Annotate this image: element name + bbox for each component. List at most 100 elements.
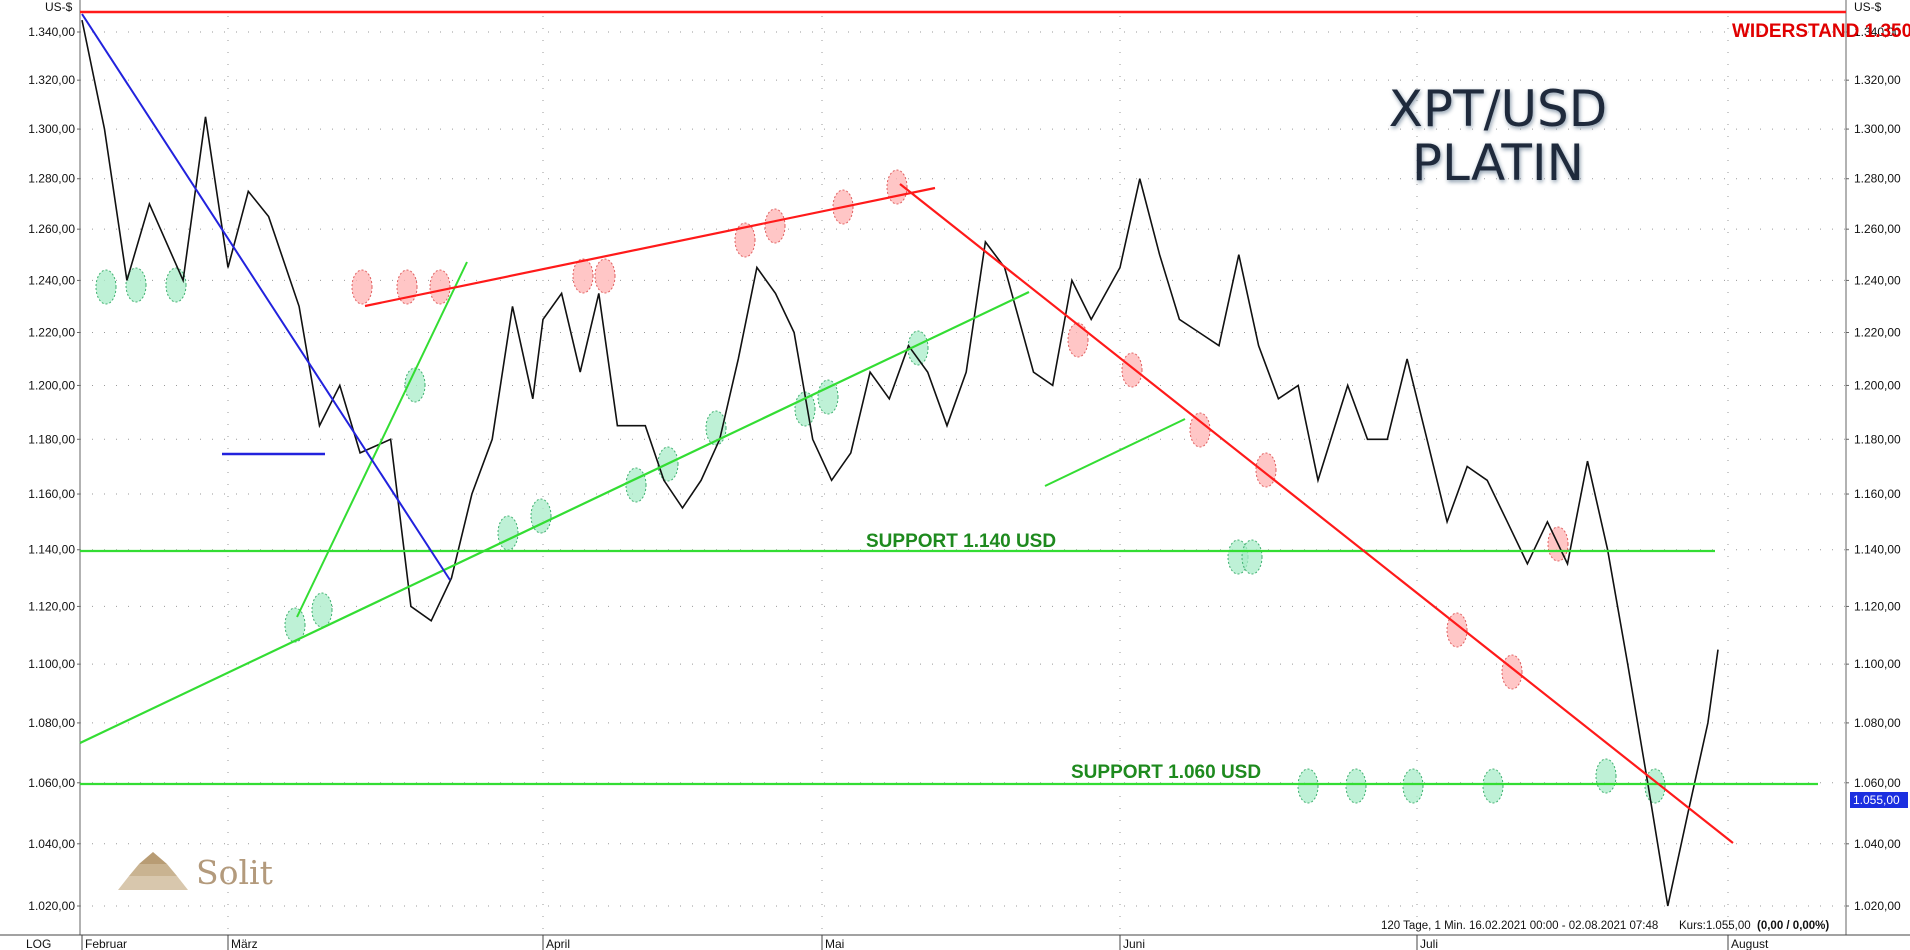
y-tick-label-right: 1.160,00: [1854, 487, 1901, 501]
short-uptrend-line: [1044, 418, 1186, 487]
y-tick-label-right: 1.340,00: [1854, 25, 1901, 39]
y-tick-label-left: 1.120,00: [28, 599, 75, 613]
last-price-badge: 1.055,00: [1850, 792, 1908, 808]
scale-label: LOG: [26, 937, 51, 950]
support-touch-marker: [1595, 758, 1617, 794]
trendlines: [79, 10, 1846, 844]
support-touch-marker: [1345, 768, 1367, 804]
y-tick-label-left: 1.140,00: [28, 543, 75, 557]
price-line: [81, 19, 1719, 907]
y-tick-label-left: 1.040,00: [28, 837, 75, 851]
resistance-touch-marker: [594, 258, 616, 294]
y-unit-left: US-$: [45, 0, 73, 14]
info-range: 120 Tage, 1 Min. 16.02.2021 00:00 - 02.0…: [1381, 920, 1658, 932]
y-tick-label-left: 1.240,00: [28, 273, 75, 287]
widerstand-label: WIDERSTAND 1.350 USD: [1732, 21, 1910, 42]
upper-channel-line: [364, 186, 936, 308]
support-touch-marker: [1402, 768, 1424, 804]
resistance-touch-marker: [429, 269, 451, 305]
y-tick-label-right: 1.220,00: [1854, 326, 1901, 340]
x-tick-label: Mai: [825, 937, 844, 950]
support-touch-marker: [1241, 539, 1263, 575]
y-tick-label-left: 1.320,00: [28, 73, 75, 87]
info-change: (0,00 / 0,00%): [1757, 920, 1829, 932]
x-tick-label: Juni: [1123, 937, 1145, 950]
y-tick-label-right: 1.020,00: [1854, 899, 1901, 913]
logo-text: Solit: [196, 853, 273, 892]
x-axis-ticks: Februar März April Mai Juni Juli August: [81, 935, 1769, 950]
x-tick-label: März: [231, 937, 258, 950]
y-unit-right: US-$: [1854, 0, 1882, 14]
steep-uptrend-line: [296, 261, 468, 618]
y-tick-label-right: 1.260,00: [1854, 222, 1901, 236]
info-line: 120 Tage, 1 Min. 16.02.2021 00:00 - 02.0…: [1381, 920, 1829, 932]
x-tick-label: April: [546, 937, 570, 950]
y-tick-label-right: 1.180,00: [1854, 432, 1901, 446]
y-tick-label-right: 1.140,00: [1854, 543, 1901, 557]
support-touch-marker: [817, 379, 839, 415]
resistance-touch-marker: [1121, 352, 1143, 388]
resistance-touch-marker: [1255, 452, 1277, 488]
y-tick-label-left: 1.300,00: [28, 122, 75, 136]
resistance-touch-marker: [1501, 654, 1523, 690]
support-touch-marker: [311, 592, 333, 628]
last-price-label: 1.055,00: [1853, 793, 1900, 807]
y-tick-label-left: 1.280,00: [28, 172, 75, 186]
y-tick-label-left: 1.220,00: [28, 326, 75, 340]
y-tick-label-left: 1.080,00: [28, 716, 75, 730]
y-tick-label-left: 1.200,00: [28, 378, 75, 392]
chart-title-line1: XPT/USD: [1389, 80, 1608, 138]
support-touch-marker: [404, 367, 426, 403]
support-touch-marker: [125, 267, 147, 303]
y-tick-label-right: 1.200,00: [1854, 378, 1901, 392]
y-tick-label-left: 1.260,00: [28, 222, 75, 236]
x-tick-label: Juli: [1420, 937, 1438, 950]
x-tick-label: Februar: [85, 937, 127, 950]
y-tick-label-right: 1.100,00: [1854, 657, 1901, 671]
resistance-touch-marker: [1067, 322, 1089, 358]
resistance-touch-marker: [734, 222, 756, 258]
y-tick-label-left: 1.160,00: [28, 487, 75, 501]
y-tick-label-left: 1.060,00: [28, 776, 75, 790]
y-tick-label-right: 1.060,00: [1854, 776, 1901, 790]
info-kurs: Kurs:1.055,00: [1679, 920, 1751, 932]
resistance-touch-marker: [572, 258, 594, 294]
y-tick-label-right: 1.080,00: [1854, 716, 1901, 730]
support-touch-marker: [1297, 768, 1319, 804]
support-touch-marker: [95, 269, 117, 305]
y-tick-label-right: 1.320,00: [1854, 73, 1901, 87]
y-axis-ticks: 1.340,00 1.340,00 1.320,00 1.320,00 1.300,00…: [28, 25, 1901, 913]
y-tick-label-right: 1.240,00: [1854, 273, 1901, 287]
resistance-touch-marker: [1189, 412, 1211, 448]
y-tick-label-right: 1.120,00: [1854, 599, 1901, 613]
logo-pyramid-top: [139, 852, 167, 864]
logo-pyramid-icon: [118, 876, 188, 890]
x-tick-label: August: [1731, 937, 1769, 950]
resistance-touch-marker: [351, 269, 373, 305]
y-tick-label-left: 1.180,00: [28, 432, 75, 446]
solit-logo: Solit: [118, 852, 273, 892]
support-touch-marker: [907, 330, 929, 366]
last-price-bg: [1850, 792, 1908, 808]
support-1060-label: SUPPORT 1.060 USD: [1071, 762, 1261, 783]
support-touch-marker: [165, 267, 187, 303]
chart-title-line2: PLATIN: [1412, 134, 1584, 192]
blue-downtrend-line: [81, 13, 451, 581]
y-tick-label-left: 1.340,00: [28, 25, 75, 39]
support-touch-marker: [625, 467, 647, 503]
resistance-touch-marker: [764, 208, 786, 244]
support-1140-label: SUPPORT 1.140 USD: [866, 531, 1056, 552]
y-tick-label-right: 1.300,00: [1854, 122, 1901, 136]
support-touch-marker: [497, 515, 519, 551]
logo-pyramid-layer: [129, 864, 177, 876]
y-tick-label-right: 1.040,00: [1854, 837, 1901, 851]
downtrend-line: [899, 183, 1734, 844]
y-tick-label-right: 1.280,00: [1854, 172, 1901, 186]
y-tick-label-left: 1.100,00: [28, 657, 75, 671]
y-tick-label-left: 1.020,00: [28, 899, 75, 913]
support-touch-marker: [530, 498, 552, 534]
support-touch-marker: [1482, 768, 1504, 804]
uptrend-channel-line: [79, 291, 1030, 744]
